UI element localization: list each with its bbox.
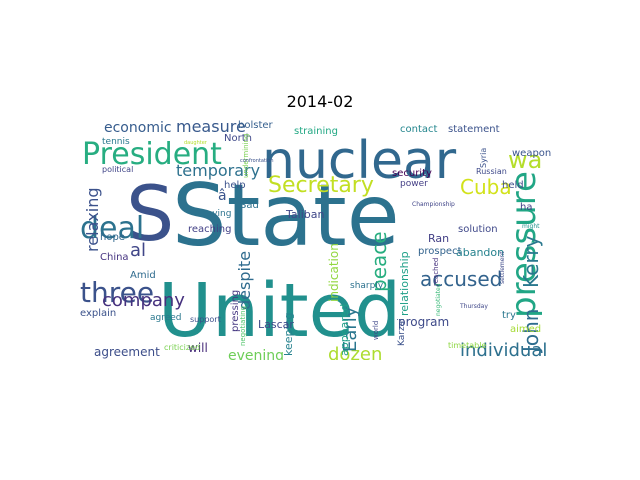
cloud-word: agreed — [150, 313, 182, 323]
cloud-word: individual — [460, 340, 547, 360]
cloud-word: Amid — [130, 270, 156, 281]
cloud-word: State — [172, 166, 400, 266]
cloud-word: try — [502, 310, 516, 321]
cloud-word: straining — [294, 126, 338, 137]
cloud-word: Thursday — [459, 303, 488, 310]
cloud-word: Karzai — [397, 318, 407, 346]
cloud-word: bolster — [238, 120, 274, 131]
cloud-word: keeping — [282, 312, 295, 356]
cloud-word: daughter — [184, 140, 208, 146]
cloud-word: criticized — [164, 343, 200, 352]
cloud-word: agreement — [94, 345, 160, 359]
cloud-word: despite — [235, 251, 254, 310]
cloud-word: dozen — [328, 344, 382, 360]
cloud-word: negotiated — [435, 283, 442, 316]
cloud-word: peace — [367, 231, 391, 292]
cloud-word: North — [224, 133, 252, 144]
cloud-word: Syria — [479, 148, 488, 168]
cloud-word: timetable — [448, 341, 486, 350]
cloud-word: reached — [432, 258, 440, 286]
cloud-word: three — [80, 276, 154, 309]
cloud-word: negotiating — [239, 306, 247, 346]
cloud-word: Ran — [428, 232, 449, 245]
cloud-word: company — [102, 290, 185, 311]
cloud-word: might — [522, 223, 540, 230]
cloud-word: relaxing — [83, 187, 102, 252]
cloud-word: help — [224, 180, 246, 191]
cloud-word: Secretary — [268, 173, 374, 198]
cloud-word: accused — [420, 267, 502, 291]
cloud-word: Early — [340, 306, 361, 352]
cloud-word: power — [400, 179, 428, 189]
cloud-word: Russian — [476, 167, 507, 176]
cloud-word: al — [130, 240, 146, 261]
cloud-word: held — [502, 180, 524, 191]
cloud-word: will — [188, 341, 208, 355]
cloud-word: prospect — [418, 246, 462, 257]
cloud-word: program — [398, 315, 449, 329]
cloud-word: world — [372, 321, 380, 340]
cloud-word: tennis — [102, 137, 130, 147]
cloud-word: weapon — [512, 148, 551, 159]
cloud-word: pressing — [230, 290, 241, 332]
cloud-word: Championship — [412, 201, 455, 208]
cloud-word: nuclear — [262, 131, 457, 191]
cloud-word: undermining — [242, 134, 250, 178]
cloud-word: S — [126, 169, 174, 258]
cloud-word: contact — [400, 124, 438, 135]
cloud-word: security — [392, 168, 432, 179]
cloud-word: appeared — [338, 304, 351, 356]
cloud-word: Taliban — [285, 208, 324, 221]
cloud-word: solution — [458, 224, 498, 235]
cloud-word: Lascar — [258, 318, 294, 331]
cloud-word: relationship — [398, 251, 411, 316]
cloud-word: confrontation — [240, 158, 274, 164]
cloud-word: settlement — [499, 251, 506, 284]
cloud-word: wa — [508, 146, 542, 174]
cloud-word: aimed — [510, 324, 541, 335]
cloud-word: pressure — [504, 171, 544, 318]
cloud-word: President — [82, 137, 222, 172]
cloud-word: support — [190, 315, 221, 324]
cloud-word: Sad — [240, 200, 259, 211]
cloud-word: deal — [80, 211, 144, 246]
cloud-word: â — [218, 188, 227, 204]
cloud-word: saying — [202, 209, 231, 219]
cloud-word: reaching — [188, 224, 231, 235]
cloud-word: ha — [520, 202, 532, 213]
cloud-word: abandon — [456, 246, 504, 259]
cloud-word: Cuba — [460, 175, 512, 199]
cloud-word: statement — [448, 124, 500, 135]
cloud-word: economic — [104, 120, 172, 136]
cloud-word: indication — [327, 243, 341, 302]
cloud-word: sharply — [350, 281, 384, 291]
cloud-word: China — [100, 252, 129, 263]
cloud-word: explain — [80, 308, 116, 319]
chart-title: 2014-02 — [286, 92, 354, 111]
cloud-word: John — [519, 309, 543, 355]
cloud-word: measure — [176, 120, 246, 136]
cloud-word: hope — [100, 232, 125, 243]
cloud-word: temporary — [176, 161, 260, 180]
cloud-word: political — [102, 165, 133, 174]
cloud-word: evening — [228, 348, 284, 360]
cloud-word: United — [158, 268, 401, 354]
cloud-word: Kerry — [519, 235, 543, 288]
